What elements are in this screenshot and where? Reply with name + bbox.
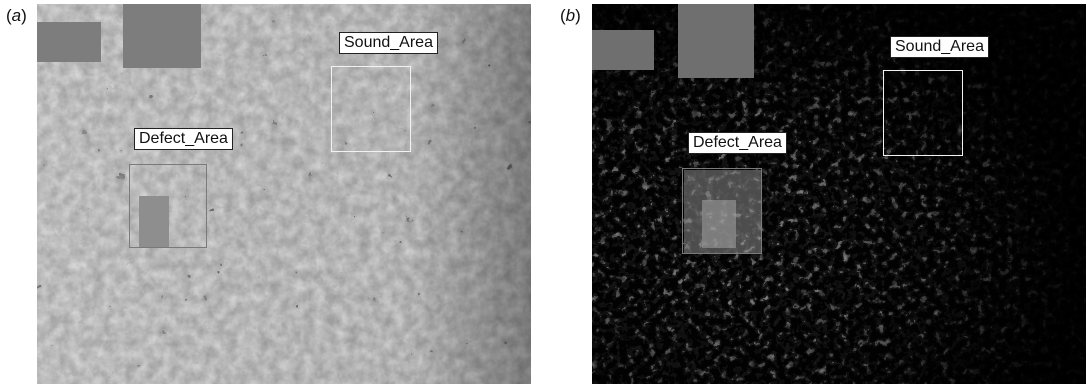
inclusion-block <box>592 30 654 70</box>
sound-area-box <box>331 66 411 152</box>
inclusion-block <box>123 4 201 68</box>
sound-area-box <box>883 70 963 156</box>
micrograph-b-texture <box>592 4 1086 384</box>
inclusion-block <box>37 22 101 62</box>
sound-area-label: Sound_Area <box>339 32 438 54</box>
defect-area-label: Defect_Area <box>134 128 233 150</box>
defect-patch <box>702 200 736 248</box>
panel-a-letter: (a) <box>6 6 27 25</box>
defect-area-label: Defect_Area <box>688 132 787 154</box>
micrograph-a: Sound_Area Defect_Area <box>37 4 531 384</box>
micrograph-b: Sound_Area Defect_Area <box>592 4 1086 384</box>
panel-b-letter: (b) <box>560 6 581 25</box>
micrograph-a-texture <box>37 4 531 384</box>
defect-area-box <box>682 168 762 254</box>
sound-area-label: Sound_Area <box>890 36 989 58</box>
inclusion-block <box>678 4 754 78</box>
defect-area-box <box>129 164 207 248</box>
defect-patch <box>139 196 169 248</box>
